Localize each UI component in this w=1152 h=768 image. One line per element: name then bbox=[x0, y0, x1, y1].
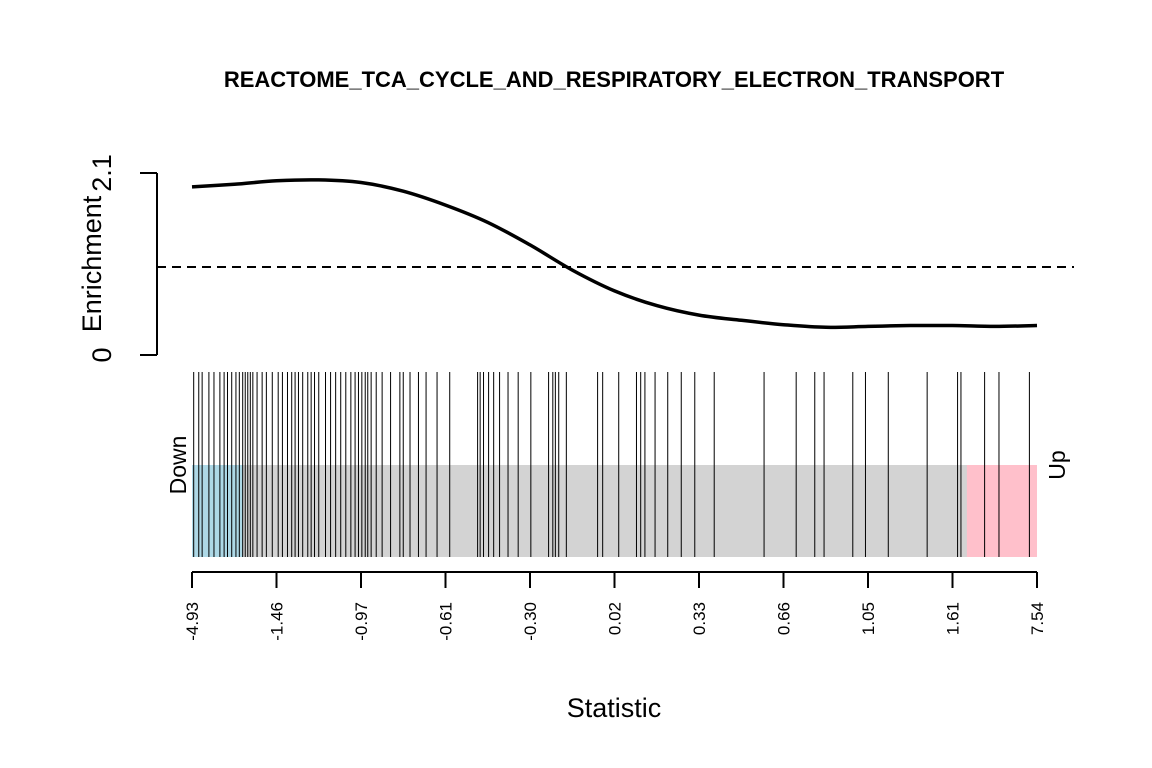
enrichment-axis: 02.1 bbox=[87, 154, 158, 363]
x-tick-label: -1.46 bbox=[268, 602, 287, 641]
y-tick-label: 0 bbox=[87, 347, 117, 362]
chart-title: REACTOME_TCA_CYCLE_AND_RESPIRATORY_ELECT… bbox=[224, 67, 1005, 92]
down-label: Down bbox=[165, 436, 191, 495]
x-tick-label: -0.97 bbox=[352, 602, 371, 641]
x-tick-label: 7.54 bbox=[1028, 602, 1047, 635]
down-region bbox=[192, 465, 243, 557]
x-tick-label: 0.33 bbox=[690, 602, 709, 635]
x-tick-label: 0.02 bbox=[606, 602, 625, 635]
x-tick-label: 1.61 bbox=[944, 602, 963, 635]
x-tick-label: -0.30 bbox=[521, 602, 540, 641]
x-tick-label: 0.66 bbox=[775, 602, 794, 635]
x-tick-label: 1.05 bbox=[859, 602, 878, 635]
x-tick-label: -4.93 bbox=[183, 602, 202, 641]
up-label: Up bbox=[1044, 450, 1070, 479]
x-axis-label: Statistic bbox=[567, 693, 662, 723]
y-axis-label: Enrichment bbox=[77, 195, 107, 332]
enrichment-curve bbox=[191, 178, 1038, 330]
gene-barcode bbox=[193, 372, 1030, 557]
middle-region bbox=[192, 465, 1037, 557]
x-tick-label: -0.61 bbox=[437, 602, 456, 641]
up-region bbox=[966, 465, 1037, 557]
x-axis: -4.93 -1.46 -0.97 -0.61 -0.30 0.02 0.33 0.66 1.0… bbox=[183, 571, 1047, 641]
y-tick-label: 2.1 bbox=[87, 154, 117, 192]
